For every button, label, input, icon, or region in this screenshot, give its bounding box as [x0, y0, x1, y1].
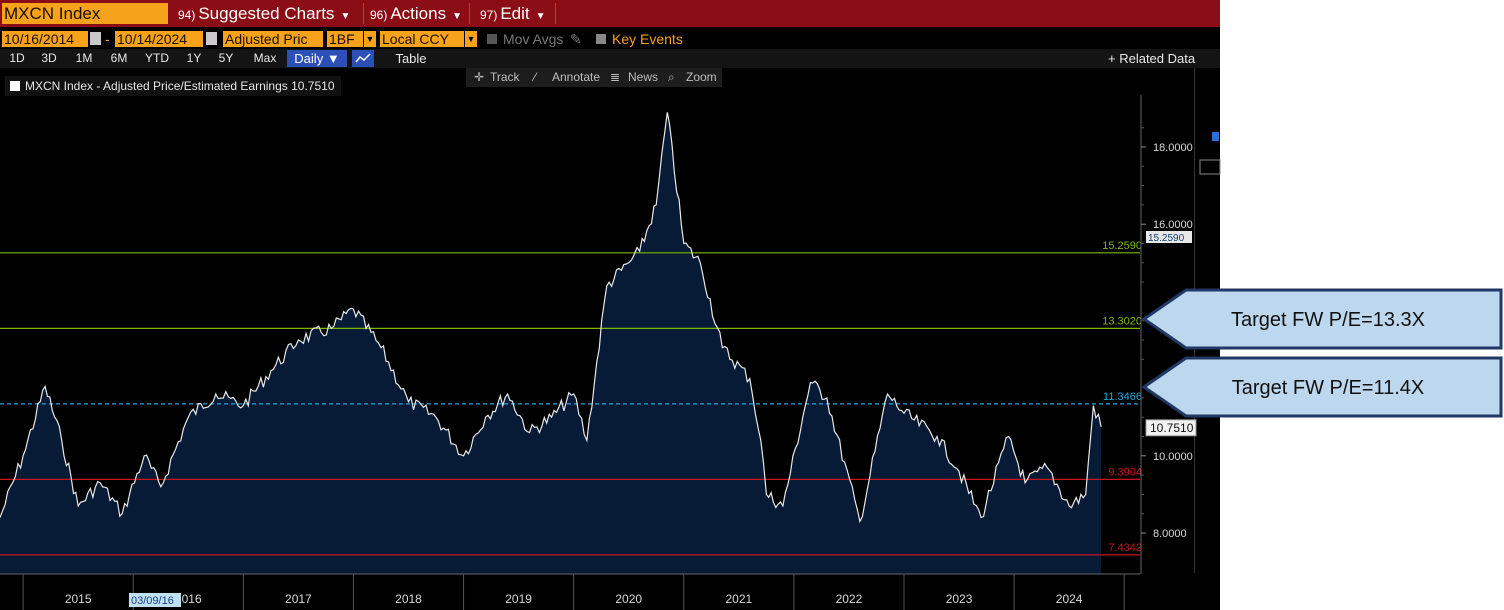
level-label: 11.3466: [1103, 391, 1142, 403]
target-pe-callout: [1141, 356, 1503, 418]
x-tick-label: 2017: [285, 592, 312, 606]
track-tool[interactable]: Track: [490, 70, 520, 84]
y-tick-label: 10.0000: [1153, 451, 1193, 463]
current-value-label: 10.7510: [1150, 421, 1194, 435]
y-tick-label: 8.0000: [1153, 528, 1187, 540]
field-select[interactable]: Adjusted Pric: [223, 31, 323, 47]
menu-label: Suggested Charts: [198, 4, 335, 23]
pencil-icon: ⁄: [534, 70, 537, 84]
menu-number: 94): [178, 8, 196, 22]
current-value-box: [1145, 419, 1197, 437]
edit-menu[interactable]: 97) Edit ▼: [476, 3, 556, 24]
x-axis-band: [0, 574, 1140, 610]
end-date-field[interactable]: 10/14/2024: [115, 31, 203, 47]
level-label: 13.3020: [1102, 315, 1142, 327]
x-tick-label: 2015: [65, 592, 92, 606]
crosshair-icon: ✛: [474, 70, 485, 84]
pencil-icon[interactable]: ✎: [570, 31, 582, 47]
target-pe-callout-label: Target FW P/E=13.3X: [1231, 309, 1425, 331]
chevron-down-icon: ▼: [452, 11, 462, 22]
chevron-down-icon[interactable]: ▼: [465, 31, 477, 47]
target-pe-callout: [1141, 288, 1503, 350]
series-line: [0, 112, 1102, 524]
related-data-button[interactable]: + Related Data: [1108, 51, 1196, 66]
range-max[interactable]: Max: [253, 51, 277, 65]
menu-label: Edit: [500, 4, 530, 23]
calendar-icon[interactable]: [206, 32, 217, 45]
last-price-marker-label: 15.2590: [1148, 233, 1185, 244]
currency-select[interactable]: Local CCY: [380, 31, 464, 47]
menu-number: 96): [370, 8, 388, 22]
range-5y[interactable]: 5Y: [218, 51, 234, 65]
panel-select-icon: [1199, 159, 1221, 175]
table-button[interactable]: Table: [395, 51, 427, 66]
news-icon: ≣: [610, 70, 621, 84]
panel-checkbox-icon: [1212, 132, 1219, 141]
range-1y[interactable]: 1Y: [186, 51, 202, 65]
chevron-down-icon: ▼: [340, 11, 351, 22]
settings-bar: 10/16/2014 - 10/14/2024 Adjusted Pric 1B…: [0, 29, 1220, 49]
date-marker-box: [129, 593, 181, 607]
range-6m[interactable]: 6M: [110, 51, 128, 65]
mov-avgs-label: Mov Avgs: [503, 31, 564, 47]
key-events-checkbox[interactable]: [596, 34, 606, 44]
line-chart-icon[interactable]: [352, 50, 374, 67]
zoom-tool[interactable]: Zoom: [686, 70, 717, 84]
last-price-marker: [1146, 231, 1192, 243]
start-date-field[interactable]: 10/16/2014: [2, 31, 88, 47]
y-tick-label: 16.0000: [1153, 219, 1193, 231]
news-tool[interactable]: News: [628, 70, 659, 84]
x-tick-label: 2024: [1056, 592, 1083, 606]
range-1m[interactable]: 1M: [75, 51, 93, 65]
actions-menu[interactable]: 96) Actions ▼: [366, 3, 470, 24]
menu-number: 97): [480, 8, 498, 22]
zoom-icon: ⌕: [668, 70, 675, 84]
menu-label: Actions: [390, 4, 447, 23]
x-tick-label: 2021: [725, 592, 752, 606]
target-pe-callout-label: Target FW P/E=11.4X: [1232, 377, 1425, 399]
caret-down-icon: ▼: [326, 51, 340, 66]
level-label: 15.2590: [1102, 240, 1142, 252]
frequency-label: Daily: [294, 51, 324, 66]
annotate-tool[interactable]: Annotate: [552, 70, 601, 84]
range-bar: 1D 3D 1M 6M YTD 1Y 5Y Max Daily ▼ Table …: [0, 49, 1220, 68]
period-select[interactable]: 1BF: [327, 31, 363, 47]
calendar-icon[interactable]: [90, 32, 101, 45]
mov-avgs-checkbox[interactable]: [487, 34, 497, 44]
legend-checkbox[interactable]: [10, 81, 20, 91]
x-tick-label: 2023: [946, 592, 973, 606]
key-events-label: Key Events: [612, 31, 683, 47]
frequency-select[interactable]: Daily ▼: [287, 50, 347, 67]
chart-tools: ✛ Track ⁄ Annotate ≣ News ⌕ Zoom: [466, 68, 722, 87]
x-tick-label: 2022: [836, 592, 863, 606]
date-separator: -: [105, 31, 110, 47]
suggested-charts-menu[interactable]: 94) Suggested Charts ▼: [174, 3, 364, 24]
series-area: [0, 112, 1102, 575]
x-tick-label: 2019: [505, 592, 532, 606]
legend-label: MXCN Index - Adjusted Price/Estimated Ea…: [25, 79, 335, 93]
date-marker-label: 03/09/16: [131, 595, 174, 607]
range-ytd[interactable]: YTD: [145, 51, 169, 65]
chart-legend[interactable]: MXCN Index - Adjusted Price/Estimated Ea…: [5, 76, 341, 96]
top-menu-bar: MXCN Index 94) Suggested Charts ▼ 96) Actio…: [0, 0, 1220, 27]
level-label: 7.4342: [1108, 542, 1142, 554]
chevron-down-icon[interactable]: ▼: [364, 31, 376, 47]
range-3d[interactable]: 3D: [41, 51, 57, 65]
level-label: 9.3904: [1108, 466, 1142, 478]
ticker-input[interactable]: MXCN Index: [2, 3, 168, 24]
x-tick-label: 2020: [615, 592, 642, 606]
panel-spacer: [1210, 57, 1220, 58]
y-tick-label: 18.0000: [1153, 142, 1193, 154]
x-tick-label: 2016: [175, 592, 202, 606]
chevron-down-icon: ▼: [535, 11, 546, 22]
range-1d[interactable]: 1D: [9, 51, 25, 65]
x-tick-label: 2018: [395, 592, 422, 606]
